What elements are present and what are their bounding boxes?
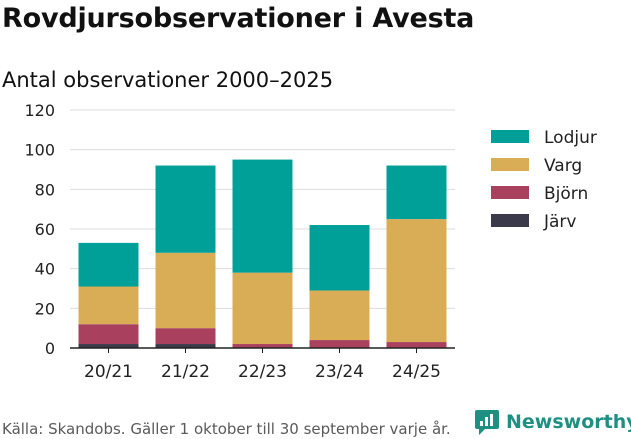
source-note: Källa: Skandobs. Gäller 1 oktober till 3… [2,420,451,438]
bar-segment-björn [309,340,370,348]
legend-swatch-varg [491,158,529,171]
y-tick-label: 0 [45,339,55,358]
x-tick-label: 22/23 [238,362,287,382]
brand-name: Newsworthy [506,411,631,433]
legend-label: Järv [543,212,576,232]
x-tick-label: 21/22 [161,362,210,382]
bar-segment-björn [232,344,293,348]
y-axis-ticks: 0 20 40 60 80 100 120 [24,101,55,358]
x-axis: 20/21 21/22 22/23 23/24 24/25 [70,347,455,382]
bar-segment-varg [309,290,370,341]
chart-subtitle: Antal observationer 2000–2025 [2,68,334,92]
legend-swatch-björn [491,186,529,199]
bar-segment-lodjur [232,159,293,273]
bar-segment-björn [155,328,216,345]
bar-segment-lodjur [78,242,139,287]
bar-segment-lodjur [155,165,216,253]
y-tick-label: 120 [24,101,55,120]
legend: Lodjur Varg Björn Järv [491,128,597,232]
bar-segment-järv [78,344,139,348]
bar-segment-varg [155,252,216,329]
y-tick-label: 80 [35,180,55,199]
legend-swatch-lodjur [491,130,529,143]
x-tick-label: 24/25 [392,362,441,382]
y-tick-label: 20 [35,299,55,318]
newsworthy-logo-icon [475,410,499,435]
bar-segment-varg [78,286,139,325]
bar-segment-järv [155,344,216,348]
bars [78,159,447,348]
y-tick-label: 100 [24,141,55,160]
y-tick-label: 60 [35,220,55,239]
bar-segment-björn [386,342,447,348]
x-tick-label: 23/24 [315,362,364,382]
bar-segment-lodjur [386,165,447,220]
page-title: Rovdjursobservationer i Avesta [2,3,475,34]
legend-swatch-järv [491,214,529,227]
x-tick-label: 20/21 [84,362,133,382]
legend-label: Björn [544,184,588,204]
legend-label: Varg [544,156,582,176]
bar-segment-lodjur [309,225,370,291]
newsworthy-brand[interactable]: Newsworthy [474,406,631,438]
legend-label: Lodjur [544,128,597,148]
bar-segment-varg [386,219,447,343]
bar-segment-björn [78,324,139,345]
bar-segment-varg [232,272,293,345]
y-tick-label: 40 [35,260,55,279]
